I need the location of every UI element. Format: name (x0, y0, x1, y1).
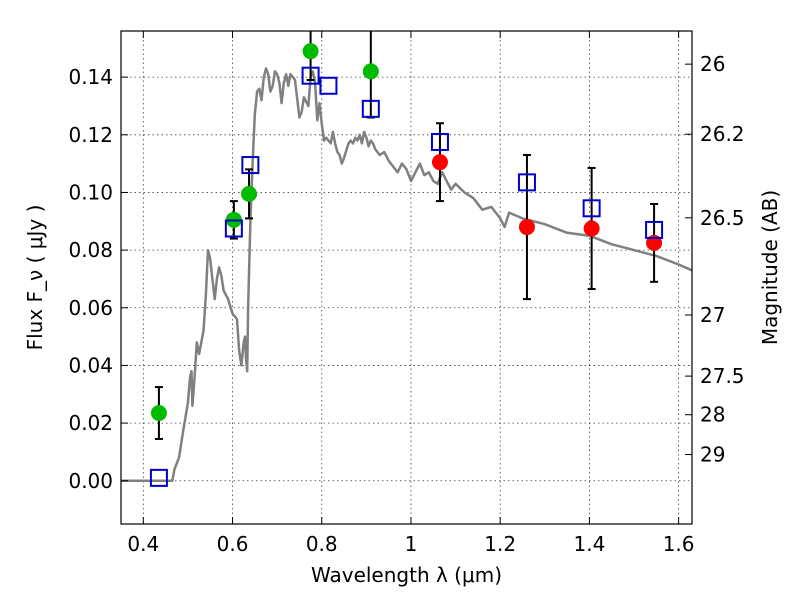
axis-ticks: 0.4 0.6 0.8 1 1.2 1.4 1.6 0.00 0.02 0.04 0.06 0.08 0… (68, 31, 745, 556)
y-tick-label: 0.00 (68, 469, 113, 493)
y2-tick-label: 27.5 (700, 364, 745, 388)
x-tick-label: 1.6 (663, 532, 695, 556)
photometry-layer (149, 31, 664, 487)
photometry-point (302, 43, 319, 60)
model-spectrum-layer (121, 67, 693, 483)
model-flux-square (361, 99, 380, 118)
model-flux-square (645, 220, 664, 239)
y2-tick-label: 26.2 (700, 122, 745, 146)
photometry-point (431, 154, 448, 171)
y-tick-label: 0.04 (68, 353, 113, 377)
photometry-point (518, 219, 535, 236)
y-axis-label: Flux F_ν ( μJy ) (23, 205, 47, 351)
photometry-point (150, 405, 167, 422)
y2-tick-label: 26.5 (700, 206, 745, 230)
y2-tick-label: 28 (700, 403, 725, 427)
x-tick-label: 1.4 (573, 532, 605, 556)
model-flux-square (149, 468, 168, 487)
photometry-point (362, 63, 379, 80)
model-flux-square (224, 219, 243, 238)
photometry-point (241, 185, 258, 202)
model-flux-square (430, 132, 449, 151)
model-flux-square (319, 76, 338, 95)
y-tick-label: 0.14 (68, 65, 113, 89)
y-tick-label: 0.10 (68, 180, 113, 204)
y2-tick-label: 26 (700, 52, 725, 76)
model-flux-square (517, 173, 536, 192)
model-spectrum-line (121, 67, 693, 483)
y2-tick-label: 27 (700, 303, 725, 327)
y-tick-label: 0.02 (68, 411, 113, 435)
plot-frame (120, 30, 693, 525)
photometry-point (583, 220, 600, 237)
y2-tick-label: 29 (700, 443, 725, 467)
model-flux-square (582, 199, 601, 218)
x-tick-label: 0.8 (306, 532, 338, 556)
x-tick-label: 1.2 (484, 532, 516, 556)
x-tick-label: 1 (405, 532, 418, 556)
y-tick-label: 0.08 (68, 238, 113, 262)
grid-lines (121, 31, 692, 524)
y2-axis-label: Magnitude (AB) (758, 190, 782, 345)
model-flux-square (241, 156, 260, 175)
x-tick-label: 0.4 (127, 532, 159, 556)
model-flux-square (301, 66, 320, 85)
y-tick-label: 0.06 (68, 296, 113, 320)
x-tick-label: 0.6 (217, 532, 249, 556)
x-axis-label: Wavelength λ (μm) (311, 563, 502, 587)
y-tick-label: 0.12 (68, 123, 113, 147)
